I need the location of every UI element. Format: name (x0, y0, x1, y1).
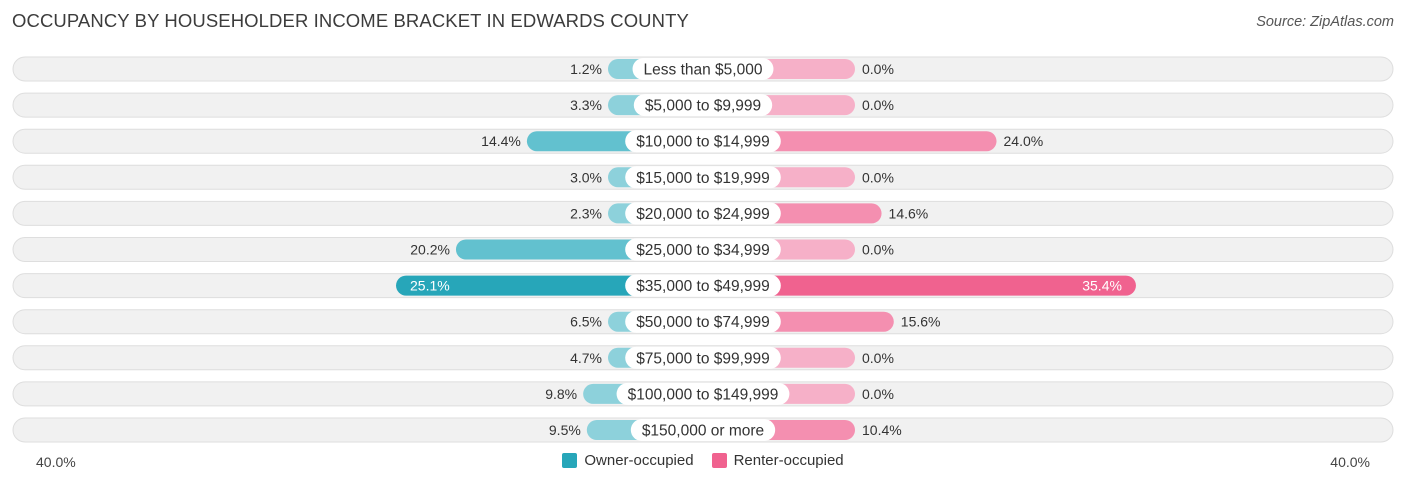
category-label: $5,000 to $9,999 (645, 98, 761, 115)
legend-label-renter: Renter-occupied (733, 452, 844, 469)
owner-value-label: 9.8% (545, 386, 577, 402)
owner-value-label: 25.1% (410, 278, 450, 294)
category-label: $50,000 to $74,999 (636, 314, 770, 331)
category-pill (625, 130, 781, 153)
owner-bar (396, 275, 703, 296)
category-label: $25,000 to $34,999 (636, 242, 770, 259)
category-label: $100,000 to $149,999 (628, 386, 779, 403)
renter-value-label: 0.0% (862, 386, 894, 402)
owner-value-label: 2.3% (570, 205, 602, 221)
category-label: $20,000 to $24,999 (636, 206, 770, 223)
axis-right-label: 40.0% (1330, 454, 1370, 470)
category-pill (616, 382, 790, 405)
legend-swatch-owner (562, 453, 578, 468)
owner-value-label: 1.2% (570, 61, 602, 77)
renter-value-label: 0.0% (862, 97, 894, 113)
legend: Owner-occupied Renter-occupied (0, 452, 1406, 469)
owner-value-label: 3.0% (570, 169, 602, 185)
category-pill (633, 94, 773, 117)
source-credit: Source: ZipAtlas.com (1256, 14, 1394, 30)
axis-left-label: 40.0% (36, 454, 76, 470)
owner-value-label: 6.5% (570, 314, 602, 330)
category-pill (625, 310, 781, 333)
category-label: Less than $5,000 (644, 62, 763, 79)
owner-value-label: 4.7% (570, 350, 602, 366)
renter-value-label: 15.6% (901, 314, 941, 330)
renter-value-label: 0.0% (862, 242, 894, 258)
renter-value-label: 0.0% (862, 169, 894, 185)
renter-value-label: 0.0% (862, 61, 894, 77)
chart-title: OCCUPANCY BY HOUSEHOLDER INCOME BRACKET … (12, 10, 689, 31)
category-label: $150,000 or more (642, 423, 764, 440)
renter-value-label: 0.0% (862, 350, 894, 366)
owner-value-label: 14.4% (481, 133, 521, 149)
category-pill (625, 346, 781, 369)
legend-item-renter: Renter-occupied (711, 452, 844, 469)
category-pill (625, 238, 781, 261)
category-label: $35,000 to $49,999 (636, 278, 770, 295)
category-label: $75,000 to $99,999 (636, 350, 770, 367)
renter-bar (703, 275, 1136, 296)
category-label: $10,000 to $14,999 (636, 134, 770, 151)
category-pill (625, 166, 781, 189)
owner-value-label: 3.3% (570, 97, 602, 113)
category-pill (625, 274, 781, 297)
renter-value-label: 35.4% (1082, 278, 1122, 294)
owner-value-label: 20.2% (410, 242, 450, 258)
chart-canvas: 1.2% 0.0% Less than $5,000 3.3% 0.0% $5,000 t… (12, 56, 1394, 443)
category-pill (630, 419, 776, 441)
renter-value-label: 10.4% (862, 422, 902, 438)
category-label: $15,000 to $19,999 (636, 170, 770, 187)
owner-value-label: 9.5% (549, 422, 581, 438)
category-pill (632, 58, 774, 80)
renter-value-label: 14.6% (889, 205, 929, 221)
renter-value-label: 24.0% (1004, 133, 1044, 149)
legend-item-owner: Owner-occupied (562, 452, 694, 469)
legend-swatch-renter (711, 453, 727, 468)
legend-label-owner: Owner-occupied (584, 452, 694, 469)
category-pill (625, 202, 781, 225)
